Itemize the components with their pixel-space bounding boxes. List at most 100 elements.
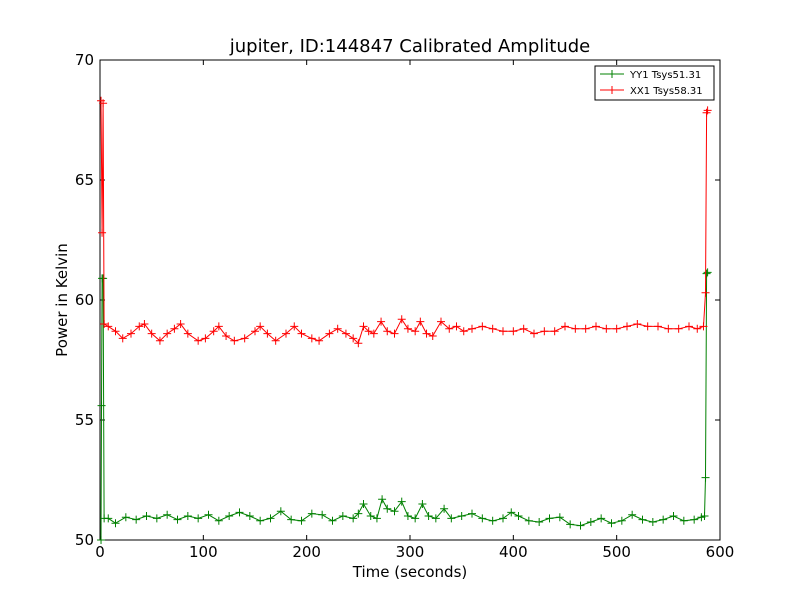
data-point xyxy=(155,336,164,345)
data-point xyxy=(403,512,412,520)
data-point xyxy=(693,324,702,333)
data-point xyxy=(468,509,476,518)
data-point xyxy=(703,106,712,115)
data-point xyxy=(499,514,507,523)
data-point xyxy=(679,516,688,525)
x-tick-label: 0 xyxy=(95,543,105,561)
data-point xyxy=(440,504,449,513)
legend-marker-yy1 xyxy=(608,70,616,78)
x-tick-label: 500 xyxy=(602,543,631,561)
data-point xyxy=(349,334,358,343)
data-point xyxy=(245,512,254,520)
chart-title: jupiter, ID:144847 Calibrated Amplitude xyxy=(229,36,590,57)
data-point xyxy=(121,513,130,522)
legend-label-yy1: YY1 Tsys51.31 xyxy=(629,70,701,81)
data-point xyxy=(397,497,406,506)
data-point xyxy=(550,327,559,336)
data-point xyxy=(514,512,523,520)
y-tick-label: 70 xyxy=(75,51,94,69)
data-point xyxy=(369,329,378,338)
data-point xyxy=(256,516,265,525)
data-point xyxy=(519,324,528,333)
data-point xyxy=(597,514,606,523)
data-point xyxy=(617,516,626,525)
data-point xyxy=(127,329,135,338)
data-point xyxy=(315,336,324,345)
data-point xyxy=(251,327,259,336)
data-point xyxy=(535,518,544,526)
data-point xyxy=(98,228,107,237)
data-point xyxy=(359,322,368,331)
data-point xyxy=(366,512,375,520)
data-point xyxy=(669,512,678,520)
data-point xyxy=(276,507,285,516)
data-point xyxy=(702,269,711,278)
data-point xyxy=(701,288,710,297)
data-point xyxy=(290,322,299,331)
data-point xyxy=(204,510,213,519)
x-tick-label: 100 xyxy=(189,543,218,561)
x-tick-label: 300 xyxy=(396,543,425,561)
data-point xyxy=(416,317,425,326)
data-point xyxy=(457,512,466,520)
data-point xyxy=(328,516,337,525)
data-point xyxy=(628,510,637,519)
data-point xyxy=(152,514,161,523)
data-point xyxy=(703,268,712,277)
data-point xyxy=(612,324,621,333)
legend-box xyxy=(594,65,715,101)
data-point xyxy=(307,509,316,518)
data-point xyxy=(266,514,275,523)
data-point xyxy=(318,510,327,519)
data-point xyxy=(468,324,476,333)
data-point xyxy=(256,322,265,331)
data-point xyxy=(555,513,564,522)
data-point xyxy=(509,327,518,336)
data-point xyxy=(566,520,575,529)
series-1 xyxy=(97,96,712,348)
data-point xyxy=(194,336,203,345)
data-point xyxy=(586,518,595,526)
data-point xyxy=(488,324,497,333)
data-point xyxy=(372,514,381,523)
data-point xyxy=(685,322,693,331)
data-point xyxy=(607,519,616,528)
x-tick-label: 400 xyxy=(499,543,528,561)
data-point xyxy=(359,500,368,508)
y-axis: 50 55 60 65 70 xyxy=(75,51,720,549)
data-point xyxy=(235,508,244,517)
data-point xyxy=(214,322,223,331)
data-point xyxy=(240,334,249,343)
data-point xyxy=(638,515,647,524)
data-point xyxy=(338,512,347,520)
legend-label-xx1: XX1 Tsys58.31 xyxy=(630,86,703,97)
data-point xyxy=(201,334,210,343)
data-point xyxy=(545,514,554,523)
data-point xyxy=(163,510,172,519)
data-point xyxy=(581,324,590,333)
data-point xyxy=(99,99,108,108)
data-point xyxy=(390,329,399,338)
data-point xyxy=(499,327,507,336)
data-point xyxy=(377,317,386,326)
data-point xyxy=(418,500,427,508)
data-point xyxy=(209,327,218,336)
data-point xyxy=(173,515,182,524)
data-point xyxy=(354,339,363,348)
plot-frame xyxy=(99,59,721,541)
data-point xyxy=(111,327,120,336)
x-tick-label: 600 xyxy=(706,543,735,561)
data-point xyxy=(325,329,334,338)
data-point xyxy=(507,508,516,517)
legend-marker-xx1 xyxy=(608,86,616,94)
data-point xyxy=(561,322,569,331)
data-point xyxy=(99,274,108,283)
data-point xyxy=(428,332,437,340)
data-point xyxy=(170,324,179,333)
data-point xyxy=(341,329,350,338)
data-point xyxy=(571,324,580,333)
y-tick-label: 65 xyxy=(75,171,94,189)
data-point xyxy=(452,322,461,331)
series-0 xyxy=(97,268,712,544)
